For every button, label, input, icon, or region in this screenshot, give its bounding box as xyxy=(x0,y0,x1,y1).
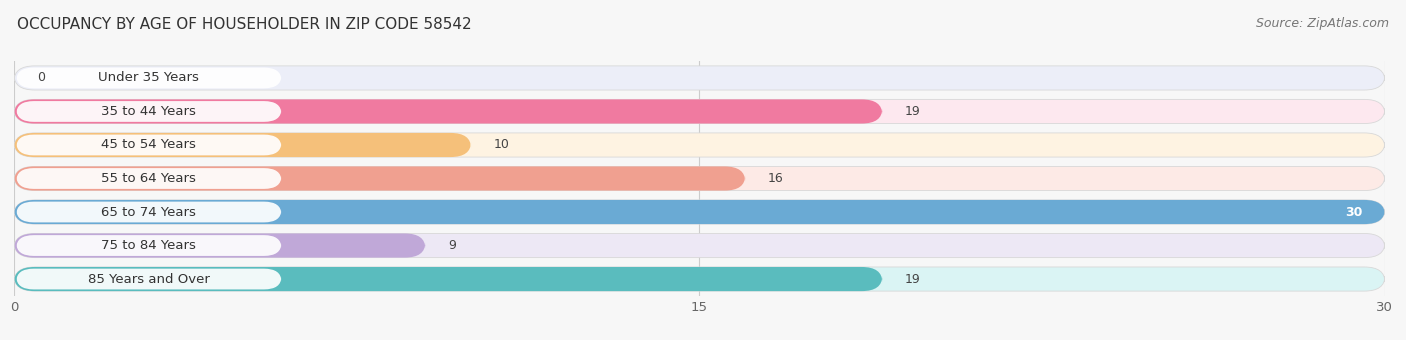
FancyBboxPatch shape xyxy=(14,234,426,258)
FancyBboxPatch shape xyxy=(14,200,1385,224)
FancyBboxPatch shape xyxy=(14,200,1385,224)
FancyBboxPatch shape xyxy=(14,267,1385,291)
Text: 9: 9 xyxy=(449,239,456,252)
FancyBboxPatch shape xyxy=(17,269,281,289)
FancyBboxPatch shape xyxy=(14,234,1385,258)
Text: 16: 16 xyxy=(768,172,783,185)
FancyBboxPatch shape xyxy=(14,66,1385,90)
Text: 85 Years and Over: 85 Years and Over xyxy=(89,273,209,286)
Text: Source: ZipAtlas.com: Source: ZipAtlas.com xyxy=(1256,17,1389,30)
Text: OCCUPANCY BY AGE OF HOUSEHOLDER IN ZIP CODE 58542: OCCUPANCY BY AGE OF HOUSEHOLDER IN ZIP C… xyxy=(17,17,471,32)
FancyBboxPatch shape xyxy=(17,101,281,122)
Text: 19: 19 xyxy=(905,273,921,286)
FancyBboxPatch shape xyxy=(14,267,883,291)
FancyBboxPatch shape xyxy=(14,133,471,157)
FancyBboxPatch shape xyxy=(14,167,745,190)
Text: 75 to 84 Years: 75 to 84 Years xyxy=(101,239,197,252)
FancyBboxPatch shape xyxy=(17,235,281,256)
Text: Under 35 Years: Under 35 Years xyxy=(98,71,200,84)
Text: 55 to 64 Years: 55 to 64 Years xyxy=(101,172,197,185)
Text: 65 to 74 Years: 65 to 74 Years xyxy=(101,205,197,219)
FancyBboxPatch shape xyxy=(14,167,1385,190)
FancyBboxPatch shape xyxy=(17,68,281,88)
FancyBboxPatch shape xyxy=(14,99,1385,123)
FancyBboxPatch shape xyxy=(17,202,281,222)
Text: 35 to 44 Years: 35 to 44 Years xyxy=(101,105,197,118)
Text: 0: 0 xyxy=(37,71,45,84)
FancyBboxPatch shape xyxy=(17,168,281,189)
Text: 45 to 54 Years: 45 to 54 Years xyxy=(101,138,197,152)
FancyBboxPatch shape xyxy=(17,135,281,155)
FancyBboxPatch shape xyxy=(14,99,883,123)
Text: 19: 19 xyxy=(905,105,921,118)
Text: 10: 10 xyxy=(494,138,510,152)
FancyBboxPatch shape xyxy=(14,133,1385,157)
Text: 30: 30 xyxy=(1344,205,1362,219)
